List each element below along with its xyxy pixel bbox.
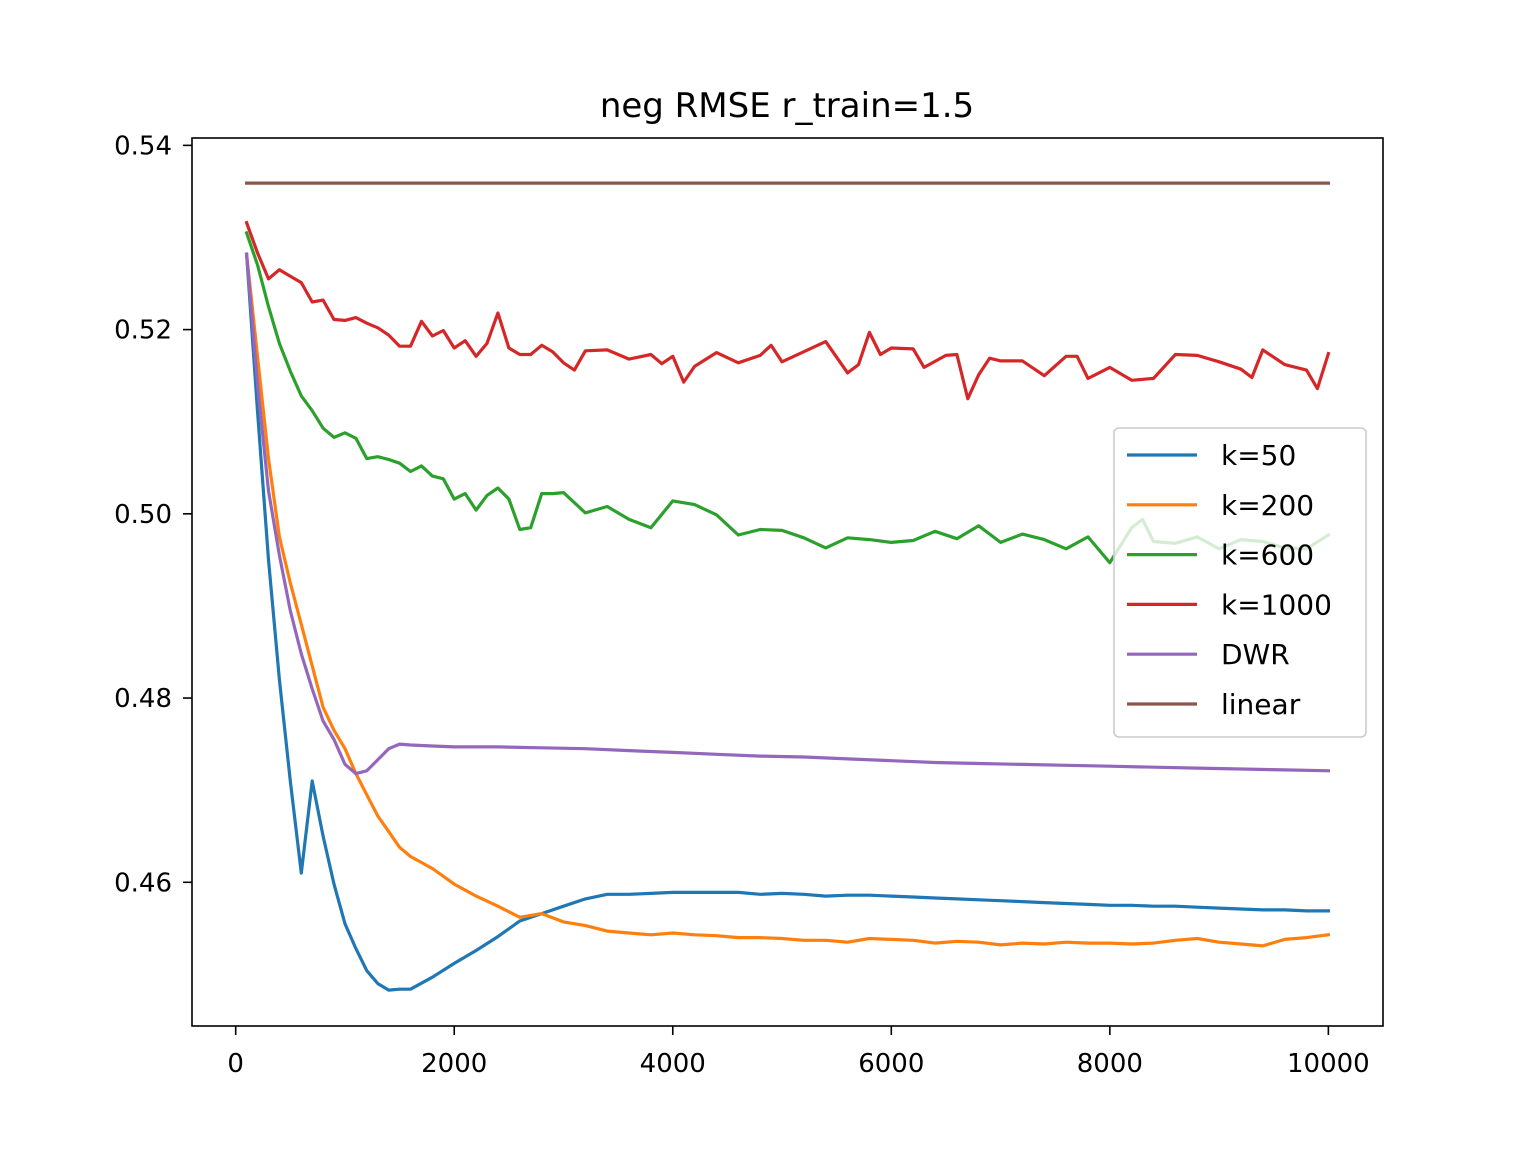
chart-title: neg RMSE r_train=1.5 [600, 86, 974, 126]
y-tick-label: 0.54 [114, 131, 172, 161]
x-tick-label: 0 [227, 1049, 244, 1079]
legend-label: linear [1221, 688, 1301, 721]
x-tick-label: 2000 [421, 1049, 487, 1079]
legend-label: k=600 [1221, 539, 1314, 572]
series-line-dwr [244, 252, 1331, 776]
series-line-k-50 [244, 252, 1331, 992]
x-tick-label: 4000 [640, 1049, 706, 1079]
series-layer [244, 181, 1331, 992]
x-tick-label: 6000 [858, 1049, 924, 1079]
series-line-k-200 [244, 252, 1331, 948]
legend-label: k=200 [1221, 489, 1314, 522]
legend-label: k=1000 [1221, 588, 1332, 621]
series-line-k-1000 [244, 220, 1331, 401]
y-axis: 0.46 0.48 0.50 0.52 0.54 [114, 131, 192, 898]
x-tick-label: 10000 [1287, 1049, 1370, 1079]
legend: k=50 k=200 k=600 k=1000 DWR linear [1113, 427, 1367, 738]
plot-area [244, 181, 1331, 992]
x-tick-label: 8000 [1077, 1049, 1143, 1079]
axes-frame [191, 137, 1384, 1027]
y-tick-label: 0.48 [114, 684, 172, 714]
y-tick-label: 0.52 [114, 316, 172, 346]
y-tick-label: 0.46 [114, 868, 172, 898]
legend-label: k=50 [1221, 439, 1296, 472]
legend-label: DWR [1221, 638, 1290, 671]
x-axis: 0 2000 4000 6000 8000 10000 [227, 1026, 1370, 1079]
y-tick-label: 0.50 [114, 500, 172, 530]
